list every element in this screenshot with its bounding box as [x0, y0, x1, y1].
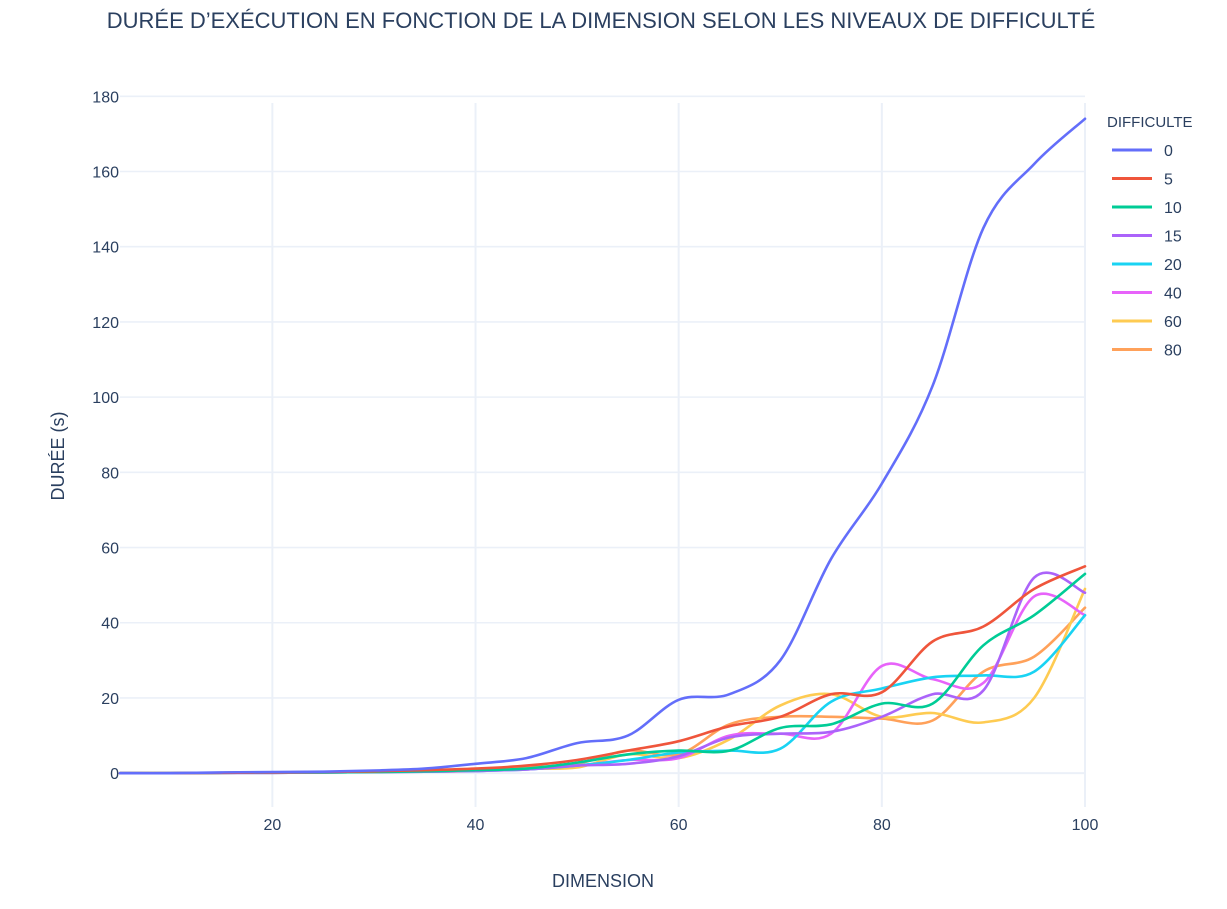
series-line-15: [118, 571, 1087, 775]
y-tick-label: 100: [92, 390, 119, 407]
x-axis-label: DIMENSION: [552, 871, 654, 891]
y-tick-label: 80: [101, 465, 119, 482]
legend-label-5: 5: [1164, 172, 1173, 189]
y-axis-label: DURÉE (s): [48, 412, 68, 501]
y-tick-label: 180: [92, 89, 119, 106]
y-tick-label: 20: [101, 691, 119, 708]
x-tick-label: 100: [1072, 817, 1099, 834]
y-tick-label: 0: [110, 766, 119, 783]
legend-label-15: 15: [1164, 229, 1182, 246]
y-tick-label: 40: [101, 616, 119, 633]
series-line-80: [118, 606, 1087, 775]
y-tick-label: 120: [92, 315, 119, 332]
legend-label-40: 40: [1164, 286, 1182, 303]
x-tick-label: 80: [873, 817, 891, 834]
x-tick-label: 20: [263, 817, 281, 834]
chart-title: DURÉE D’EXÉCUTION EN FONCTION DE LA DIME…: [107, 8, 1096, 33]
legend: DIFFICULTE 0 5 10 15 20 40 60 80: [1107, 114, 1193, 360]
x-tick-label: 40: [467, 817, 485, 834]
series-line-0: [118, 117, 1087, 775]
y-tick-label: 60: [101, 541, 119, 558]
axis-ticks: 20 40 60 80 100 0 20 40 60 80 100 120 140 160 180: [92, 89, 1098, 834]
legend-label-0: 0: [1164, 143, 1173, 160]
series-line-10: [118, 572, 1087, 775]
y-tick-label: 160: [92, 164, 119, 181]
legend-label-20: 20: [1164, 257, 1182, 274]
x-tick-label: 60: [670, 817, 688, 834]
legend-title: DIFFICULTE: [1107, 114, 1193, 131]
series-lines: [118, 117, 1087, 775]
grid: [120, 95, 1086, 807]
series-line-5: [118, 565, 1087, 775]
legend-items: 0 5 10 15 20 40 60 80: [1112, 143, 1182, 360]
series-line-40: [118, 592, 1087, 775]
y-tick-label: 140: [92, 240, 119, 257]
legend-label-80: 80: [1164, 343, 1182, 360]
legend-label-10: 10: [1164, 200, 1182, 217]
legend-label-60: 60: [1164, 314, 1182, 331]
